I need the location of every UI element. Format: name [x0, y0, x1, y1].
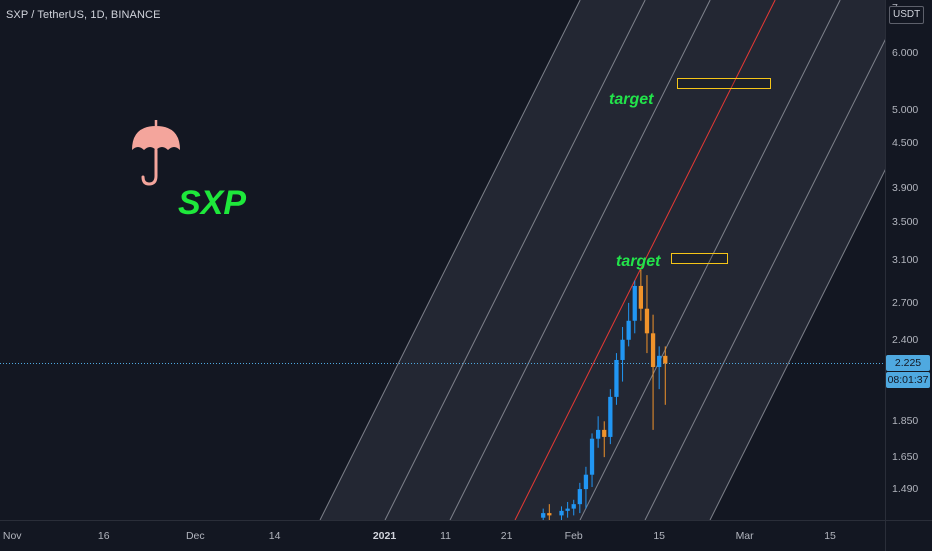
- candle-body: [583, 474, 589, 490]
- candle-body: [620, 339, 625, 360]
- candle-body: [626, 320, 631, 340]
- candle-body: [541, 513, 546, 518]
- time-tick-label: 11: [440, 530, 451, 542]
- time-tick-label: 15: [824, 530, 836, 542]
- channel-fill: [320, 0, 885, 520]
- axis-corner[interactable]: [885, 520, 932, 551]
- price-tick-label: 2.700: [892, 296, 919, 309]
- candles: [541, 269, 668, 520]
- time-tick-label: Nov: [2, 530, 22, 542]
- channel-line: [449, 0, 711, 520]
- candle-body: [577, 489, 582, 505]
- candle-body: [589, 438, 595, 475]
- target-label-upper: target: [609, 91, 654, 108]
- candle-body: [644, 308, 650, 334]
- candle-body: [571, 504, 576, 509]
- candle-body: [596, 429, 601, 439]
- target-zone-lower[interactable]: [671, 252, 729, 264]
- price-tick-label: 1.490: [892, 483, 919, 496]
- candle-body: [547, 513, 552, 516]
- channel-line: [644, 39, 885, 520]
- target-label-lower: target: [616, 253, 661, 270]
- channel-line: [709, 169, 885, 520]
- candle-body: [663, 355, 668, 364]
- time-axis[interactable]: Nov 16 Dec 14 2021 11 21 Feb 15 Mar 15: [0, 520, 885, 551]
- candle-body: [632, 285, 637, 321]
- channel-line: [579, 0, 841, 520]
- candle-body: [559, 510, 564, 516]
- price-tick-label: 3.100: [892, 253, 919, 266]
- last-price-tag: 2.225: [886, 355, 930, 372]
- target-zone-upper[interactable]: [677, 77, 772, 89]
- candle-body: [602, 429, 607, 437]
- price-tick-label: 6.000: [892, 46, 919, 59]
- candle-body: [650, 333, 656, 368]
- countdown-tag: 08:01:37: [886, 372, 930, 389]
- candle-body: [657, 355, 662, 368]
- candle-body: [608, 396, 613, 437]
- candle-body: [565, 508, 570, 511]
- price-tick-label: 1.850: [892, 415, 919, 428]
- price-tick-label: 1.650: [892, 451, 919, 464]
- price-chart[interactable]: [0, 0, 885, 520]
- price-tick-label: 3.900: [892, 181, 919, 194]
- price-axis[interactable]: 76.0005.0004.5003.9003.5003.1002.7002.40…: [885, 0, 932, 520]
- channel-center-line: [514, 0, 776, 520]
- candle-body: [638, 285, 643, 309]
- time-tick-label: 16: [97, 530, 110, 542]
- time-tick-label: 2021: [372, 530, 397, 542]
- time-tick-label: Feb: [564, 530, 583, 542]
- channel-line: [384, 0, 646, 520]
- price-tick-label: 5.000: [892, 103, 919, 116]
- time-tick-label: 21: [500, 530, 513, 542]
- channel-line: [319, 0, 581, 520]
- fib-channel[interactable]: [319, 0, 885, 520]
- symbol-title[interactable]: SXP / TetherUS, 1D, BINANCE: [6, 9, 161, 21]
- time-tick-label: Dec: [185, 530, 205, 542]
- time-tick-label: 14: [268, 530, 281, 542]
- price-tick-label: 2.400: [892, 333, 919, 346]
- time-tick-label: Mar: [735, 530, 754, 542]
- candle-body: [614, 359, 619, 397]
- time-tick-label: 15: [653, 530, 666, 542]
- price-tick-label: 4.500: [892, 136, 919, 149]
- umbrella-icon: [128, 118, 184, 193]
- price-tick-label: 3.500: [892, 215, 919, 228]
- currency-label[interactable]: USDT: [889, 6, 925, 24]
- coin-label: SXP: [178, 184, 247, 222]
